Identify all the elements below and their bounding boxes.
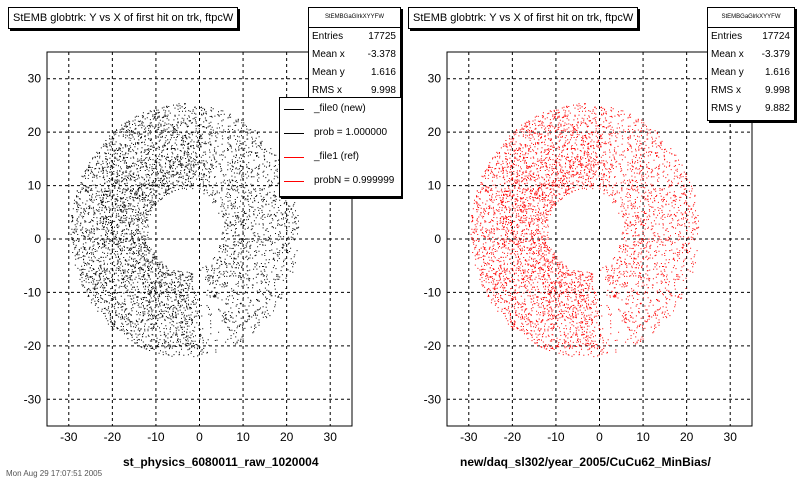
y-tick-label: 20 [428,125,442,139]
y-tick-label: 0 [434,232,441,246]
right-stats-row: Mean x -3.379 [711,49,790,60]
y-tick-label: -30 [24,392,42,406]
y-tick-label: -20 [24,339,42,353]
footer-timestamp: Mon Aug 29 17:07:51 2005 [6,469,103,478]
right-stats-row: RMS x 9.998 [711,85,790,96]
y-tick-label: -30 [424,392,442,406]
left-x-title: st_physics_6080011_raw_1020004 [123,455,319,469]
legend-box: _file0 (new) prob = 1.000000 _file1 (ref… [279,97,401,197]
x-tick-label: -20 [104,430,122,444]
y-tick-label: 10 [428,179,442,193]
x-tick-label: 30 [724,430,738,444]
right-stats-row: RMS y 9.882 [711,103,790,114]
legend-line-red [284,181,304,182]
y-tick-label: 10 [28,179,42,193]
left-stats-header: StEMBGaGlrkXYYFW [309,8,400,28]
left-plot: -30 -20 -10 0 10 20 30 -30 -20 -10 0 10 20 30 [24,51,353,444]
x-tick-label: 20 [280,430,294,444]
scatter-points [70,103,300,358]
y-tick-label: 0 [34,232,41,246]
right-plot: -30 -20 -10 0 10 20 30 -30 -20 -10 0 10 20 30 [424,51,753,444]
right-pad: StEMB globtrk: Y vs X of first hit on tr… [400,0,800,480]
legend-line-black [284,133,304,134]
left-title: StEMB globtrk: Y vs X of first hit on tr… [8,7,239,29]
x-tick-label: -10 [547,430,565,444]
right-stats-row: Mean y 1.616 [711,67,790,78]
legend-line-black [284,109,304,110]
left-stats-row: Mean x -3.378 [312,49,396,60]
left-pad: StEMB globtrk: Y vs X of first hit on tr… [8,7,401,469]
y-tick-label: -10 [24,285,42,299]
y-tick-label: 30 [28,72,42,86]
left-stats-row: Entries 17725 [312,31,396,42]
y-tick-label: 20 [28,125,42,139]
right-stats-header: StEMBGaGlrkXYYFW [708,8,794,28]
x-tick-label: 0 [196,430,203,444]
x-tick-label: -10 [147,430,165,444]
y-tick-label: -20 [424,339,442,353]
x-tick-label: 20 [680,430,694,444]
right-stats-box: StEMBGaGlrkXYYFW Entries 17724 Mean x -3.3… [707,7,795,121]
y-tick-label: -10 [424,285,442,299]
y-tick-label: 30 [428,72,442,86]
x-tick-label: -20 [504,430,522,444]
legend-line-red [284,157,304,158]
scatter-points [470,103,700,358]
right-x-title: new/daq_sl302/year_2005/CuCu62_MinBias/ [460,455,711,469]
x-tick-label: 0 [596,430,603,444]
left-stats-box: StEMBGaGlrkXYYFW Entries 17725 Mean x -3.3… [308,7,401,100]
x-tick-label: 10 [236,430,250,444]
left-stats-row: Mean y 1.616 [312,67,396,78]
x-tick-label: -30 [60,430,78,444]
x-tick-label: 10 [636,430,650,444]
right-stats-row: Entries 17724 [711,31,790,42]
x-tick-label: 30 [324,430,338,444]
x-tick-label: -30 [460,430,478,444]
left-stats-row: RMS x 9.998 [312,85,396,96]
right-title: StEMB globtrk: Y vs X of first hit on tr… [408,7,639,29]
